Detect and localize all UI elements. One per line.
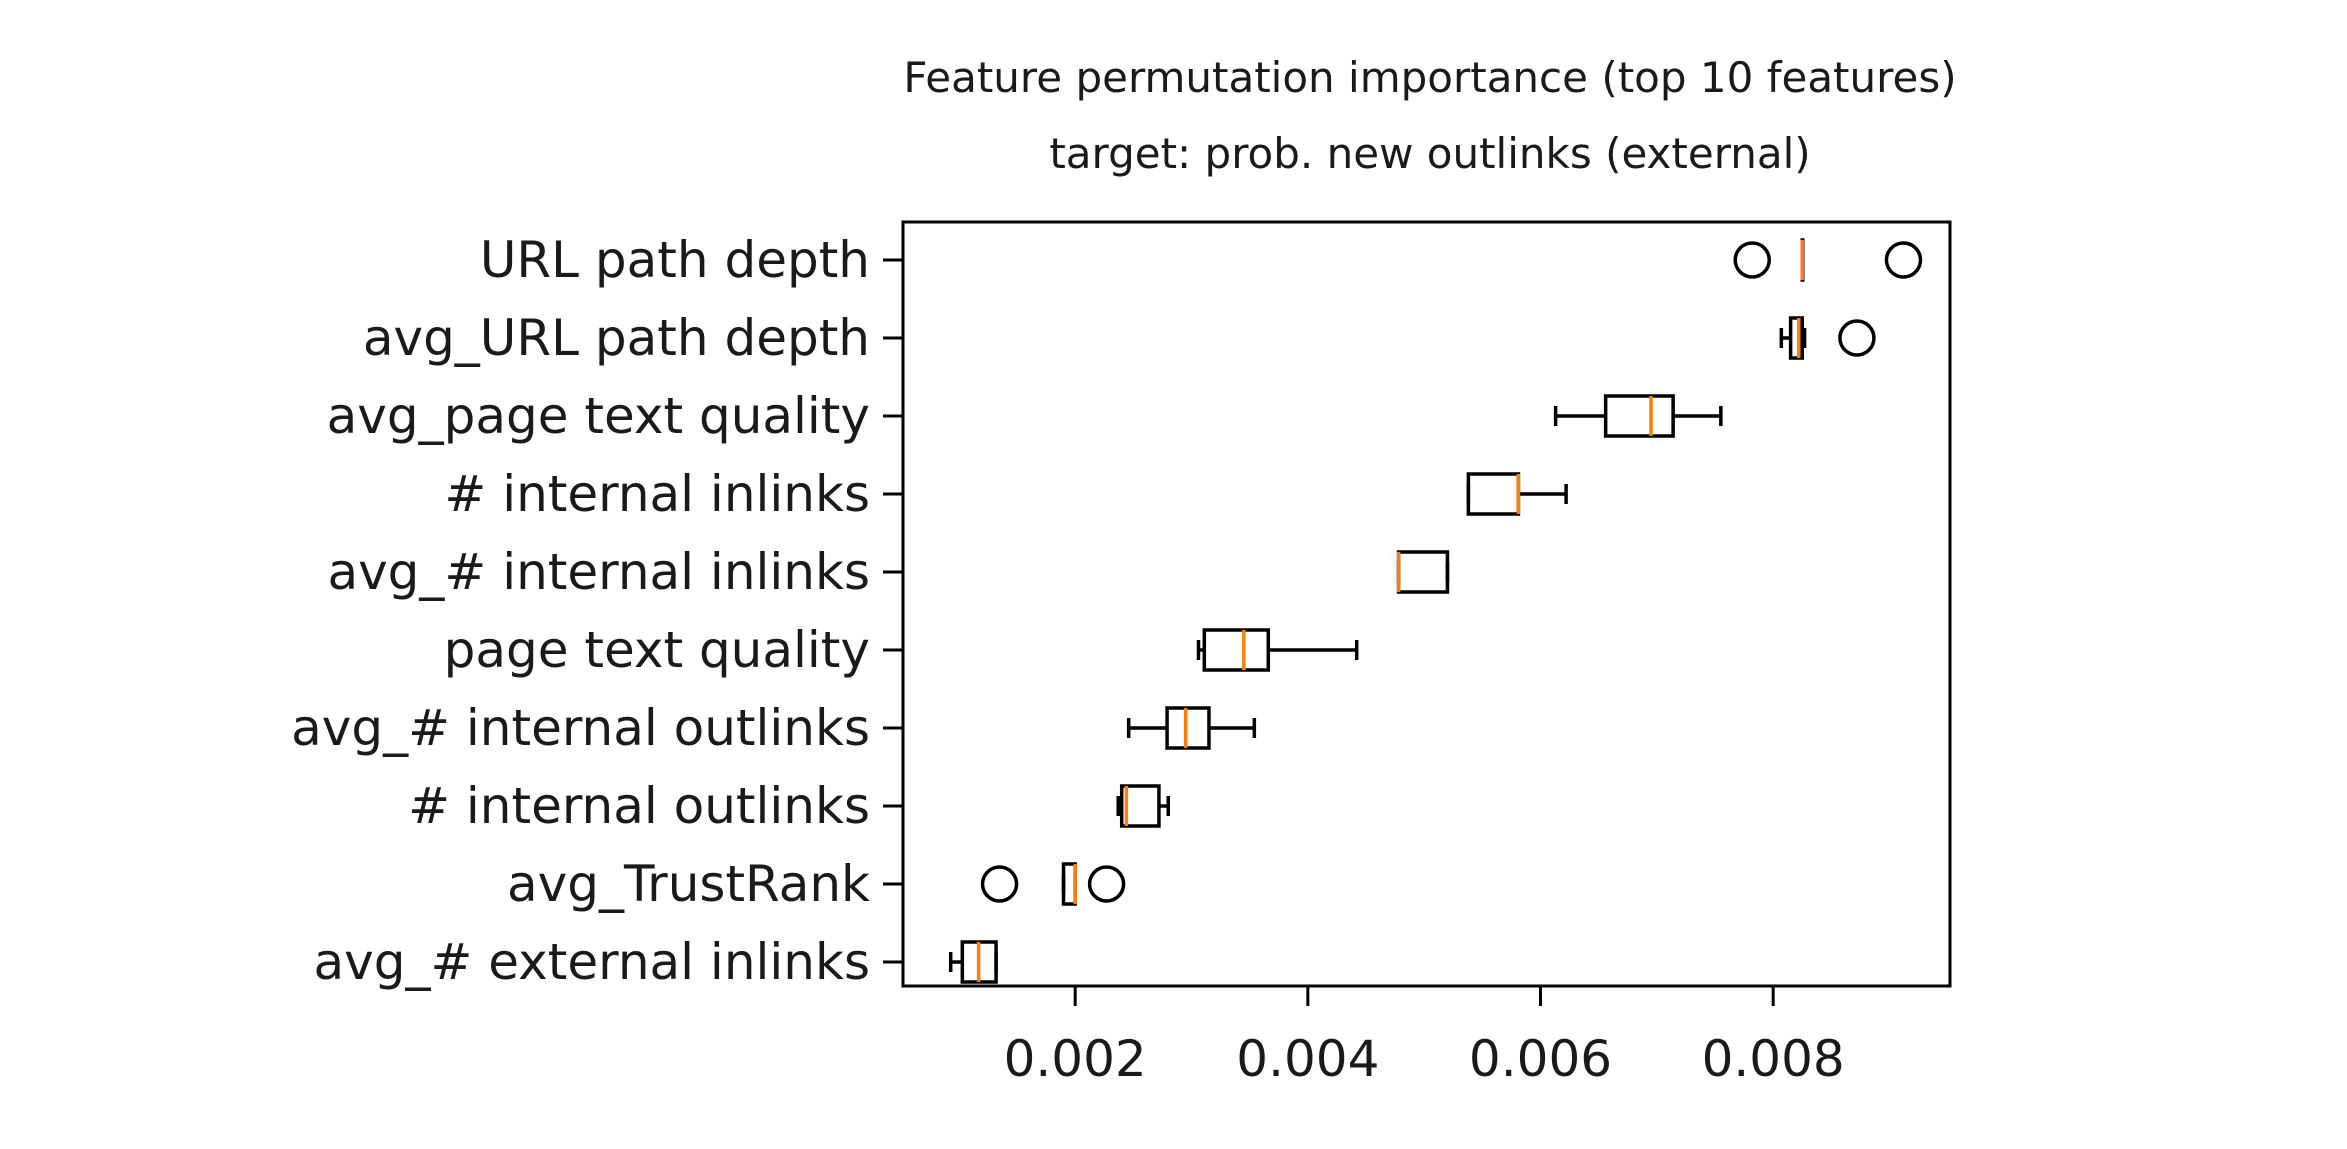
chart-subtitle: target: prob. new outlinks (external) — [1049, 129, 1810, 178]
box-iqr — [1165, 706, 1211, 750]
y-tick-label: avg_TrustRank — [507, 855, 870, 913]
box-6 — [1196, 628, 1359, 672]
x-tick-label: 0.002 — [1004, 1030, 1147, 1088]
plot-frame — [901, 220, 1952, 988]
plot-marks — [948, 238, 1923, 984]
outlier-point — [1733, 241, 1771, 279]
y-tick-label: avg_# external inlinks — [314, 933, 870, 991]
y-axis: URL path depth avg_URL path depth avg_page… — [291, 231, 903, 991]
box-9 — [980, 862, 1126, 906]
box-2 — [1779, 316, 1876, 360]
chart-title: Feature permutation importance (top 10 f… — [903, 53, 1956, 102]
outlier-point — [980, 865, 1019, 903]
x-tick-label: 0.006 — [1469, 1030, 1612, 1088]
y-tick-label: URL path depth — [480, 231, 870, 289]
y-tick-label: avg_# internal outlinks — [291, 699, 870, 757]
box-4 — [1466, 472, 1568, 516]
x-axis: 0.002 0.004 0.006 0.008 — [1004, 986, 1845, 1088]
x-tick-label: 0.008 — [1702, 1030, 1845, 1088]
y-tick-label: # internal inlinks — [444, 465, 870, 523]
outlier-point — [1838, 319, 1876, 357]
y-tick-label: avg_page text quality — [327, 387, 870, 445]
box-7 — [1126, 706, 1257, 750]
box-5 — [1396, 550, 1450, 594]
x-tick-label: 0.004 — [1236, 1030, 1379, 1088]
outlier-point — [1884, 241, 1923, 279]
box-iqr — [1603, 394, 1675, 438]
box-1 — [1733, 238, 1923, 282]
box-10 — [948, 940, 998, 984]
box-3 — [1553, 394, 1723, 438]
y-tick-label: avg_# internal inlinks — [327, 543, 870, 601]
box-8 — [1116, 784, 1170, 828]
box-iqr — [1119, 784, 1161, 828]
y-tick-label: # internal outlinks — [408, 777, 870, 835]
y-tick-label: page text quality — [444, 621, 870, 679]
box-iqr — [1788, 316, 1805, 360]
box-iqr — [1202, 628, 1271, 672]
outlier-point — [1087, 865, 1126, 903]
y-tick-label: avg_URL path depth — [363, 309, 870, 367]
